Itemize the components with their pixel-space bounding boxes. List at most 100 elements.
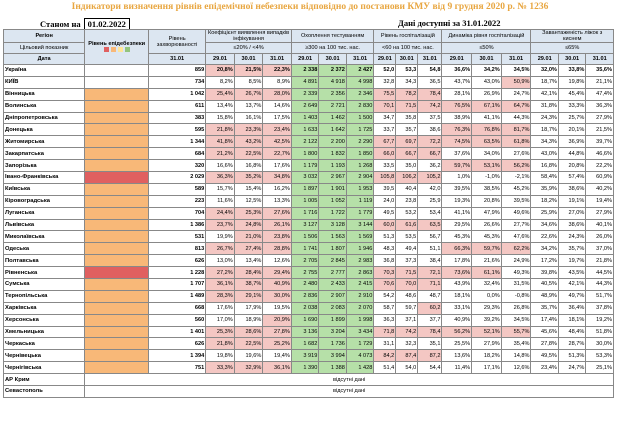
hosp-value: 53,3 <box>395 64 419 77</box>
hosp-value: 84,2 <box>373 349 397 363</box>
testing-value: 1 390 <box>290 361 320 375</box>
page-title: Індикатори визначення рівнів епідемічної… <box>71 2 549 12</box>
hosp-value: 48,6 <box>395 289 419 303</box>
region-name: Кіровоградська <box>2 194 86 208</box>
hosp-value: 35,0 <box>395 159 419 173</box>
incidence-value: 813 <box>148 242 207 256</box>
testing-value: 2 070 <box>345 301 375 315</box>
oxy-value: 46,6% <box>585 147 614 161</box>
table-row: Львівська 1 386 23,7% 24,8% 26,1% 3 127 3 128 3… <box>2 218 614 232</box>
detect-value: 19,5% <box>262 301 292 315</box>
testing-value: 1 569 <box>345 230 375 244</box>
detect-value: 19,4% <box>262 349 292 363</box>
testing-value: 2 372 <box>318 64 347 77</box>
header-hosp: Рівень госпіталізацій <box>373 29 443 43</box>
hosp-value: 37,5 <box>417 111 443 125</box>
oxy-value: 53,3% <box>585 349 614 363</box>
testing-value: 1 946 <box>345 242 375 256</box>
oxy-value: 17,4% <box>530 313 559 327</box>
testing-value: 1 690 <box>290 313 320 327</box>
incidence-value: 1 489 <box>148 289 207 303</box>
dyn-value: 27,9% <box>471 337 502 351</box>
oxy-value: 18,7% <box>530 123 559 137</box>
testing-value: 2 038 <box>290 301 320 315</box>
incidence-value: 320 <box>148 159 207 173</box>
oxy-value: 26,0% <box>585 230 614 244</box>
testing-value: 1 850 <box>345 147 375 161</box>
detect-value: 12,5% <box>233 194 264 208</box>
region-name: Херсонська <box>2 313 86 327</box>
hosp-value: 37,7 <box>417 313 443 327</box>
detect-value: 28,0% <box>262 87 292 101</box>
header-oxy-d3: 31.01 <box>585 53 614 65</box>
testing-value: 3 204 <box>318 325 347 339</box>
dyn-value: 59,7% <box>441 159 473 173</box>
detect-value: 18,9% <box>233 313 264 327</box>
hosp-value: 105,2 <box>417 171 443 184</box>
testing-value: 1 500 <box>345 111 375 125</box>
dyn-value: 29,3% <box>471 301 502 315</box>
dyn-value: -2,1% <box>500 171 532 184</box>
testing-value: 2 721 <box>318 99 347 113</box>
region-name: Черкаська <box>2 337 86 351</box>
detect-value: 32,9% <box>233 361 264 375</box>
dyn-value: 36,6% <box>441 64 473 77</box>
dyn-value: 47,9% <box>471 206 502 220</box>
testing-value: 4 891 <box>290 75 320 89</box>
detect-value: 13,0% <box>205 254 235 268</box>
dyn-value: 34,0% <box>471 147 502 161</box>
testing-value: 1 741 <box>290 242 320 256</box>
hosp-value: 49,4 <box>395 242 419 256</box>
testing-value: 4 918 <box>318 75 347 89</box>
table-row: Волинська 611 13,4% 13,7% 14,6% 2 649 2 721 2 8… <box>2 99 614 113</box>
level-cell <box>84 194 150 208</box>
testing-value: 1 179 <box>290 159 320 173</box>
testing-value: 2 433 <box>318 278 347 291</box>
dyn-value: 81,7% <box>500 123 532 137</box>
detect-value: 21,8% <box>205 123 235 137</box>
detect-value: 17,9% <box>233 301 264 315</box>
hosp-value: 63,5 <box>417 218 443 232</box>
detect-value: 17,6% <box>205 301 235 315</box>
region-name: Тернопільська <box>2 289 86 303</box>
oxy-value: 36,9% <box>557 135 587 149</box>
testing-value: 1 682 <box>290 337 320 351</box>
hosp-value: 58,7 <box>373 301 397 315</box>
oxy-value: 21,1% <box>585 75 614 89</box>
dyn-value: 11,4% <box>441 361 473 375</box>
testing-value: 2 480 <box>290 278 320 291</box>
oxy-value: 44,3% <box>585 278 614 291</box>
legend-red-square <box>103 47 109 53</box>
header-hos-d3: 31.01 <box>417 53 443 65</box>
header-level: Рівень епідебезпеки <box>84 29 150 65</box>
header-detect: Коефіцієнт виявлення випадків інфікуванн… <box>205 29 292 43</box>
testing-value: 1 642 <box>318 123 347 137</box>
detect-value: 20,9% <box>262 313 292 327</box>
oxy-value: 36,3% <box>585 99 614 113</box>
level-cell <box>84 123 150 137</box>
detect-value: 29,1% <box>233 289 264 303</box>
oxy-value: 19,2% <box>585 313 614 327</box>
dyn-value: 34,2% <box>471 64 502 77</box>
dyn-value: 62,2% <box>500 242 532 256</box>
dyn-value: 24,7% <box>500 87 532 101</box>
oxy-value: 19,4% <box>585 194 614 208</box>
testing-value: 2 649 <box>290 99 320 113</box>
dyn-value: 50,9% <box>500 75 532 89</box>
detect-value: 15,8% <box>205 111 235 125</box>
dyn-value: 55,7% <box>500 325 532 339</box>
incidence-value: 704 <box>148 206 207 220</box>
level-cell <box>84 75 150 89</box>
detect-value: 23,7% <box>205 218 235 232</box>
as-of-text: Станом на <box>40 19 81 29</box>
detect-value: 28,3% <box>205 289 235 303</box>
detect-value: 42,5% <box>262 135 292 149</box>
dyn-value: 37,6% <box>441 147 473 161</box>
detect-value: 34,8% <box>262 171 292 184</box>
level-cell <box>84 206 150 220</box>
detect-value: 21,0% <box>233 230 264 244</box>
detect-value: 40,9% <box>262 278 292 291</box>
incidence-value: 531 <box>148 230 207 244</box>
hosp-value: 59,7 <box>395 301 419 315</box>
region-name: Запорізька <box>2 159 86 173</box>
